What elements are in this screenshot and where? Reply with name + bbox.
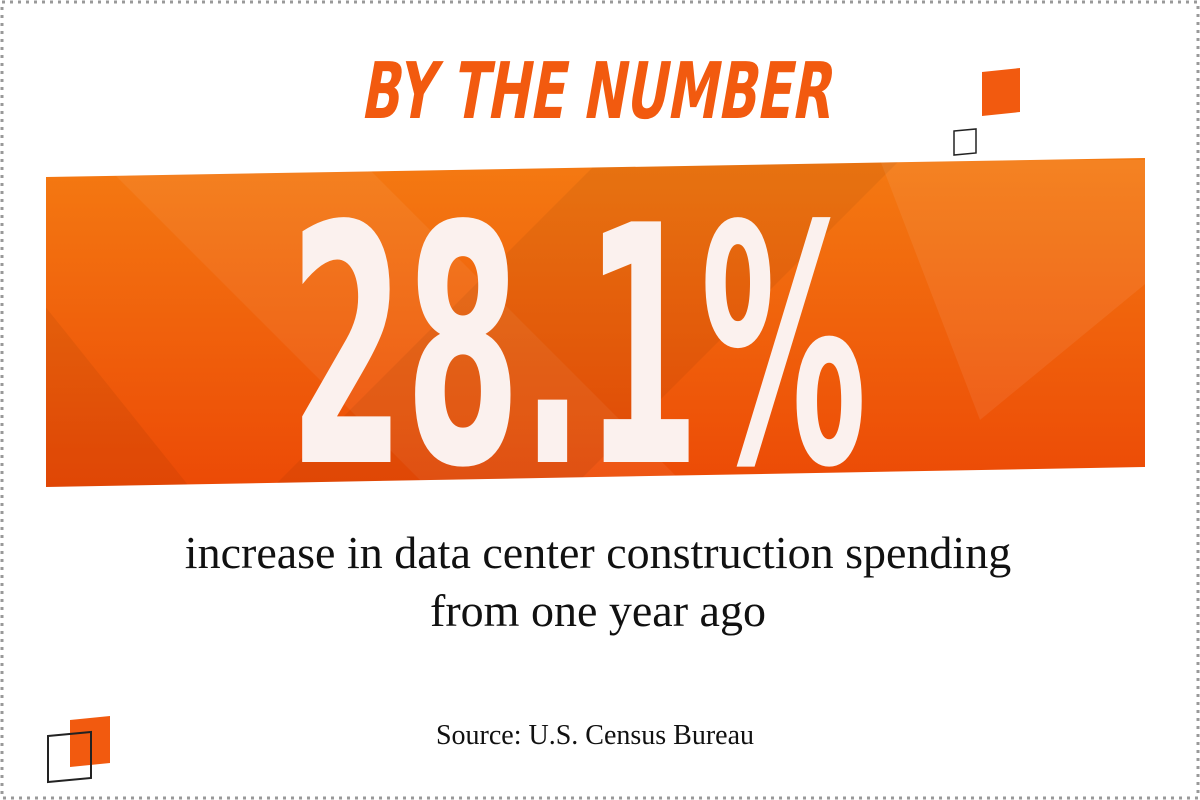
decor-square	[47, 730, 92, 784]
title-group: BY THE NUMBER	[357, 46, 843, 137]
description-line: increase in data center construction spe…	[185, 527, 1011, 578]
source: Source: U.S. Census Bureau	[436, 720, 754, 751]
stat: 28.1%	[289, 156, 867, 540]
title: BY THE NUMBER	[357, 46, 843, 137]
banner	[46, 158, 1145, 487]
decor-square	[982, 68, 1020, 116]
decor-square	[953, 128, 977, 156]
description-line: from one year ago	[430, 585, 766, 636]
banner-pattern	[46, 160, 1145, 487]
